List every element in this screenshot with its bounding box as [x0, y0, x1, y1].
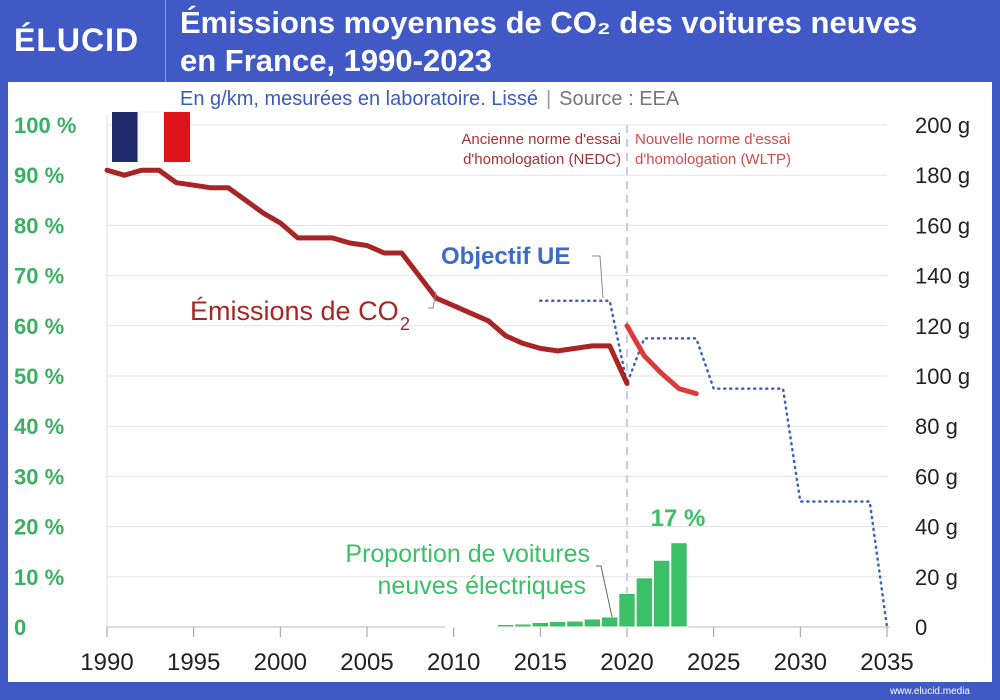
ev-bar: [462, 625, 480, 628]
ev-leader-line: [596, 565, 613, 618]
right-tick-label: 120 g: [915, 314, 970, 339]
left-tick-label: 50 %: [14, 364, 64, 389]
ev-bar: [618, 592, 636, 628]
chart-title: Émissions moyennes de CO₂ des voitures n…: [180, 4, 917, 80]
right-tick-label: 180 g: [915, 163, 970, 188]
left-tick-label: 40 %: [14, 414, 64, 439]
right-tick-label: 20 g: [915, 565, 958, 590]
nedc-label: d'homologation (NEDC): [463, 151, 621, 168]
header: ÉLUCID Émissions moyennes de CO₂ des voi…: [0, 0, 1000, 82]
subtitle-text: En g/km, mesurées en laboratoire. Lissé: [180, 88, 538, 110]
wltp-label: d'homologation (WLTP): [635, 151, 791, 168]
right-tick-label: 160 g: [915, 213, 970, 238]
left-tick-label: 0: [14, 615, 26, 640]
x-tick-label: 2020: [600, 649, 653, 676]
left-tick-label: 60 %: [14, 314, 64, 339]
x-tick-label: 1990: [80, 649, 133, 676]
x-tick-label: 2010: [427, 649, 480, 676]
left-tick-label: 80 %: [14, 213, 64, 238]
right-tick-label: 40 g: [915, 515, 958, 540]
ev-bar: [496, 623, 515, 628]
right-tick-label: 140 g: [915, 264, 970, 289]
subtitle: En g/km, mesurées en laboratoire. Lissé |…: [180, 88, 679, 111]
co2-subscript: 2: [400, 314, 410, 334]
flag-white: [137, 111, 165, 163]
x-tick-label: 2000: [254, 649, 307, 676]
ev-bar: [600, 616, 619, 628]
title-line-2: en France, 1990-2023: [180, 43, 492, 78]
target-leader-line: [592, 255, 604, 299]
ev-bar: [583, 618, 602, 628]
ev-bar: [548, 620, 567, 628]
co2-nedc-line: [104, 167, 630, 386]
title-line-1: Émissions moyennes de CO₂ des voitures n…: [180, 5, 918, 40]
source: Source : EEA: [559, 88, 680, 110]
logo: ÉLUCID: [14, 22, 140, 58]
footer-url: www.elucid.media: [889, 686, 970, 697]
x-tick-label: 2005: [340, 649, 393, 676]
right-tick-label: 200 g: [915, 113, 970, 138]
x-tick-label: 2015: [514, 649, 567, 676]
wltp-label: Nouvelle norme d'essai: [635, 131, 790, 148]
flag-red: [164, 112, 190, 162]
x-tick-label: 2030: [774, 649, 827, 676]
co2-series-label: Émissions de CO: [190, 296, 399, 326]
ev-series-label-line2: neuves électriques: [378, 572, 586, 600]
ev-bar: [635, 577, 654, 628]
flag-blue: [112, 112, 138, 162]
left-tick-label: 100 %: [14, 113, 76, 138]
left-tick-label: 10 %: [14, 565, 64, 590]
right-tick-label: 80 g: [915, 414, 958, 439]
x-tick-label: 2035: [860, 649, 913, 676]
left-tick-label: 30 %: [14, 464, 64, 489]
header-divider: [165, 0, 166, 82]
right-tick-label: 0: [915, 615, 927, 640]
left-tick-label: 20 %: [14, 515, 64, 540]
ev-bar: [670, 542, 688, 628]
right-tick-label: 100 g: [915, 364, 970, 389]
target-series-label: Objectif UE: [441, 243, 570, 270]
left-tick-label: 90 %: [14, 163, 64, 188]
ev-bar: [531, 621, 550, 628]
right-tick-label: 60 g: [915, 464, 958, 489]
ev-last-value-label: 17 %: [651, 505, 706, 532]
ev-series-label-line1: Proportion de voitures: [345, 540, 590, 568]
x-tick-label: 2025: [687, 649, 740, 676]
x-tick-label: 1995: [167, 649, 220, 676]
co2-wltp-line: [624, 323, 699, 397]
target-line: [539, 299, 889, 629]
nedc-label: Ancienne norme d'essai: [461, 131, 621, 148]
ev-bar: [479, 625, 498, 628]
co2-leader-line: [428, 291, 437, 309]
subtitle-separator: |: [545, 88, 552, 110]
ev-bar: [566, 620, 584, 628]
ev-bar: [514, 623, 532, 628]
left-tick-label: 70 %: [14, 264, 64, 289]
ev-bar: [652, 559, 671, 628]
